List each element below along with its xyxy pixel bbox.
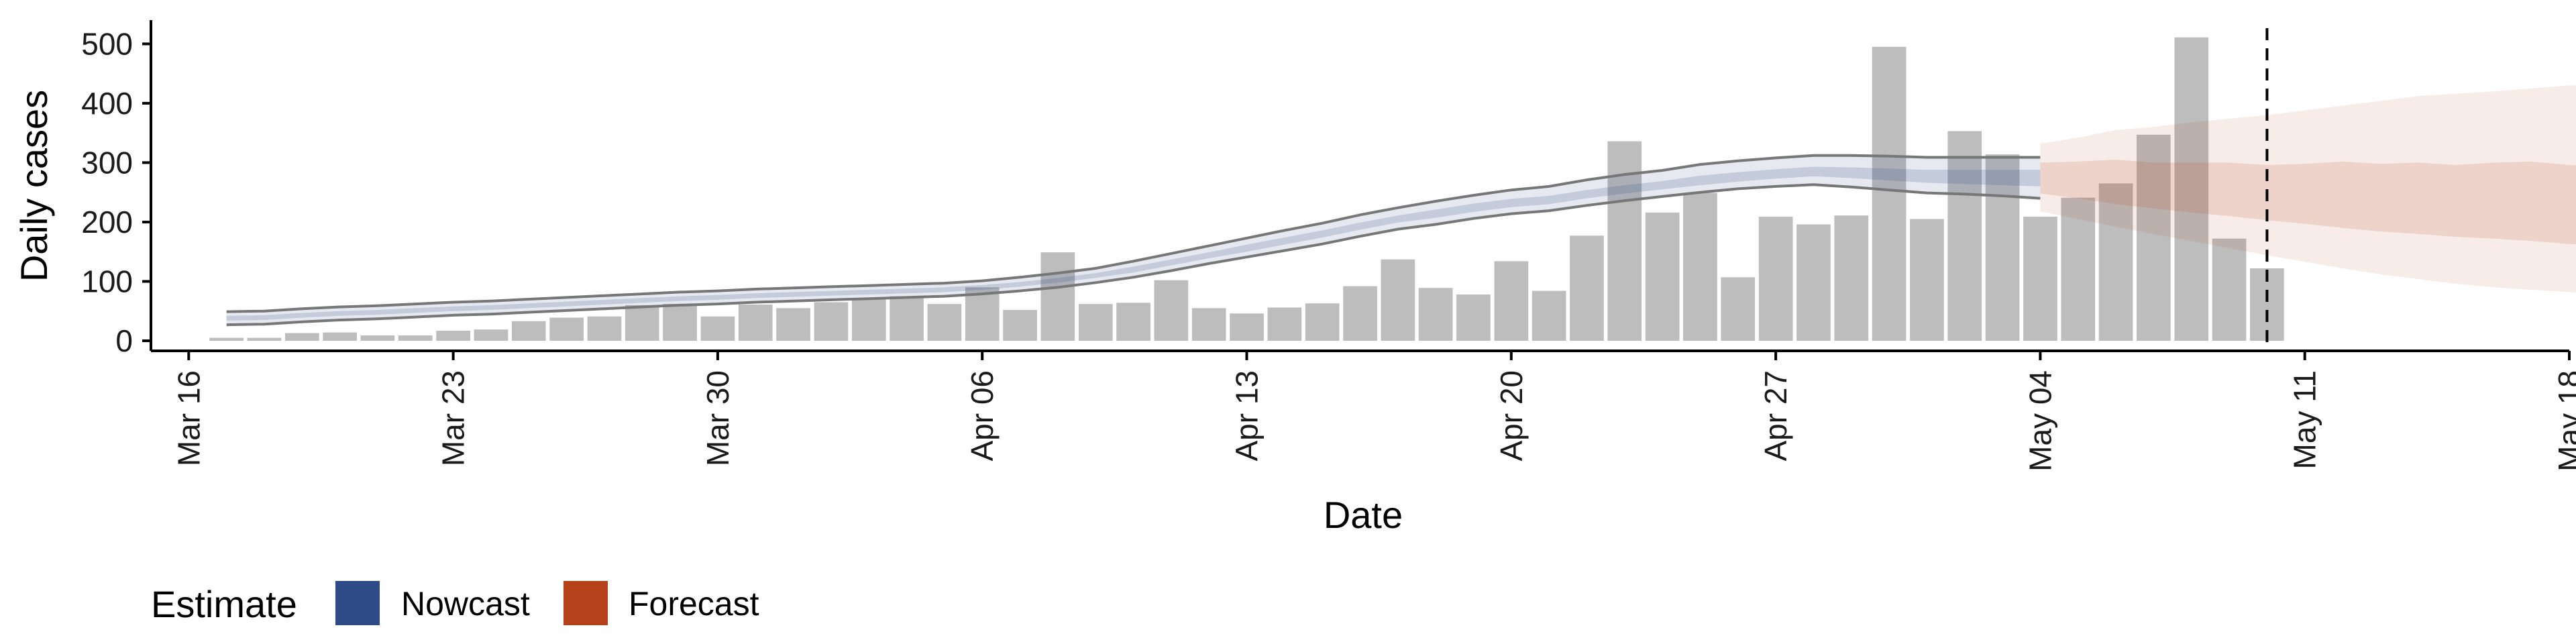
- daily-cases-bar: [776, 308, 810, 341]
- y-axis-title: Daily cases: [13, 90, 55, 282]
- daily-cases-bar: [2023, 217, 2057, 341]
- daily-cases-bar: [549, 317, 584, 341]
- y-tick-label: 500: [81, 26, 133, 61]
- daily-cases-bar: [625, 305, 659, 341]
- daily-cases-bar: [1267, 307, 1302, 341]
- nowcast-upper-line: [226, 154, 2041, 313]
- daily-cases-bar: [1456, 294, 1491, 341]
- daily-cases-bar: [1078, 304, 1113, 341]
- daily-cases-bar: [965, 287, 1000, 341]
- x-tick-label: Apr 13: [1230, 370, 1265, 462]
- nowcast-outer-band: [226, 155, 2041, 325]
- forecast-outer-band: [2040, 85, 2576, 293]
- daily-cases-bar: [1985, 154, 2020, 341]
- x-tick-label: May 04: [2023, 370, 2057, 472]
- daily-cases-bar: [1570, 235, 1604, 341]
- x-tick-label: May 18: [2552, 370, 2576, 472]
- daily-cases-bar: [1343, 286, 1377, 341]
- daily-cases-bar: [2061, 197, 2096, 341]
- daily-cases-bar: [700, 316, 735, 341]
- x-tick-label: Mar 16: [171, 370, 206, 466]
- daily-cases-bar: [1607, 141, 1642, 341]
- daily-cases-bar: [474, 329, 508, 341]
- daily-cases-bar: [1683, 193, 1717, 341]
- daily-cases-bar: [247, 337, 282, 341]
- daily-cases-bar: [1721, 277, 1756, 341]
- daily-cases-bar: [1418, 288, 1453, 341]
- daily-cases-bar: [1116, 303, 1150, 341]
- daily-cases-bar: [587, 316, 622, 341]
- y-tick-label: 100: [81, 264, 133, 299]
- daily-cases-bar: [1230, 313, 1264, 341]
- daily-cases-bar: [1305, 303, 1340, 341]
- daily-cases-bar: [1494, 261, 1529, 341]
- daily-cases-bar: [1154, 280, 1189, 341]
- y-tick-label: 300: [81, 145, 133, 180]
- daily-cases-bar: [663, 304, 697, 341]
- x-tick-label: Apr 27: [1758, 370, 1793, 462]
- x-tick-label: Apr 20: [1494, 370, 1529, 462]
- daily-cases-bar: [1532, 290, 1566, 341]
- daily-cases-bar: [285, 333, 319, 341]
- y-ticks: 0 100 200 300 400 500: [81, 26, 151, 358]
- axes-layer: [150, 20, 2569, 352]
- legend-label-nowcast: Nowcast: [401, 585, 530, 623]
- daily-cases-bar: [1040, 252, 1075, 341]
- forecast-inner-band: [2040, 160, 2576, 245]
- legend: Estimate Nowcast Forecast: [151, 581, 759, 625]
- x-tick-label: Mar 30: [700, 370, 735, 466]
- daily-cases-bar: [1758, 217, 1793, 341]
- x-tick-label: May 11: [2288, 370, 2322, 469]
- legend-swatch-nowcast: [335, 581, 380, 625]
- daily-cases-bar: [1910, 219, 1944, 341]
- daily-cases-bar: [1381, 259, 1415, 341]
- daily-cases-bar: [2212, 238, 2247, 341]
- daily-cases-bar: [511, 321, 546, 341]
- legend-title: Estimate: [151, 583, 297, 625]
- x-tick-label: Apr 06: [965, 370, 1000, 462]
- daily-cases-bar: [398, 335, 433, 341]
- daily-cases-bar: [1947, 131, 1982, 341]
- legend-label-forecast: Forecast: [629, 585, 759, 623]
- x-axis-title: Date: [1324, 494, 1403, 536]
- daily-cases-bar: [436, 331, 470, 341]
- daily-cases-bar: [1191, 308, 1226, 341]
- daily-cases-bar: [1834, 215, 1869, 341]
- daily-cases-bar: [1645, 212, 1680, 341]
- daily-cases-bar: [851, 298, 886, 341]
- estimate-bands-layer: [226, 85, 2576, 327]
- daily-cases-bar: [2098, 183, 2133, 341]
- daily-cases-bar: [323, 332, 357, 341]
- x-tick-label: Mar 23: [436, 370, 471, 466]
- nowcast-lower-line: [226, 183, 2041, 327]
- daily-cases-bar: [927, 304, 962, 341]
- y-tick-label: 400: [81, 86, 133, 121]
- y-tick-label: 0: [115, 323, 133, 358]
- daily-cases-bar: [2137, 134, 2171, 341]
- x-ticks: Mar 16 Mar 23 Mar 30 Apr 06 Apr 13 Apr 20 Apr …: [171, 351, 2576, 472]
- daily-cases-bar: [738, 305, 773, 341]
- daily-cases-bar: [1872, 46, 1907, 341]
- daily-cases-bar: [890, 296, 924, 341]
- daily-cases-bar: [209, 337, 244, 341]
- daily-cases-bar: [1003, 310, 1037, 341]
- daily-cases-bar: [360, 335, 395, 341]
- legend-swatch-forecast: [564, 581, 608, 625]
- daily-cases-bar: [814, 302, 849, 341]
- daily-cases-bar: [1796, 224, 1831, 341]
- y-tick-label: 200: [81, 205, 133, 239]
- daily-cases-bar: [2174, 37, 2209, 341]
